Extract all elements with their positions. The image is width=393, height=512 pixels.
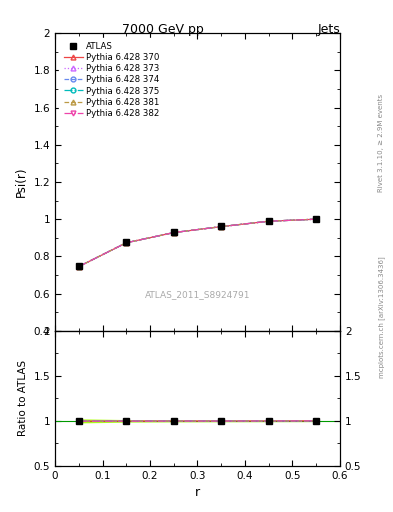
Text: Rivet 3.1.10, ≥ 2.9M events: Rivet 3.1.10, ≥ 2.9M events xyxy=(378,94,384,193)
Y-axis label: Ratio to ATLAS: Ratio to ATLAS xyxy=(18,360,28,436)
Y-axis label: Psi(r): Psi(r) xyxy=(15,167,28,197)
Text: 7000 GeV pp: 7000 GeV pp xyxy=(122,23,204,36)
X-axis label: r: r xyxy=(195,486,200,499)
Text: mcplots.cern.ch [arXiv:1306.3436]: mcplots.cern.ch [arXiv:1306.3436] xyxy=(378,257,385,378)
Legend: ATLAS, Pythia 6.428 370, Pythia 6.428 373, Pythia 6.428 374, Pythia 6.428 375, P: ATLAS, Pythia 6.428 370, Pythia 6.428 37… xyxy=(59,37,164,122)
Text: Jets: Jets xyxy=(317,23,340,36)
Text: ATLAS_2011_S8924791: ATLAS_2011_S8924791 xyxy=(145,290,250,300)
